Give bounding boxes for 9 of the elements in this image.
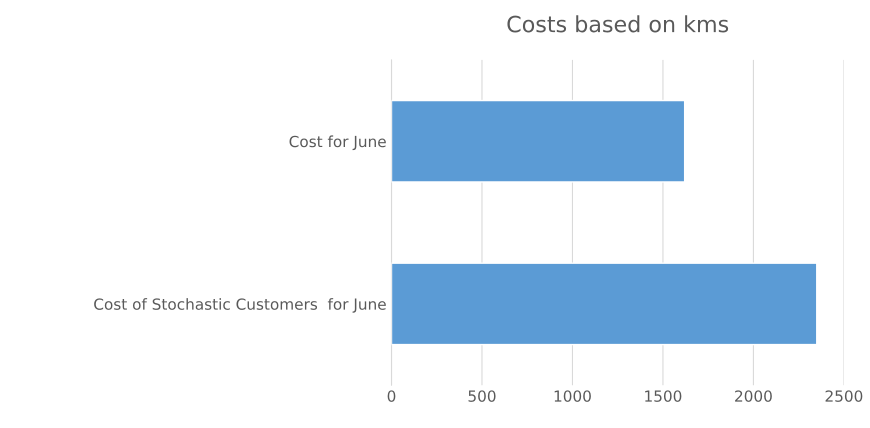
x-tick-label: 500 bbox=[468, 390, 496, 402]
chart-title: Costs based on kms bbox=[507, 15, 728, 32]
y-tick-label: Cost for June bbox=[290, 135, 386, 150]
x-tick-label: 2000 bbox=[735, 390, 772, 402]
x-tick-label: 2500 bbox=[826, 390, 862, 402]
y-tick-label: Cost of Stochastic Customers for June bbox=[94, 298, 386, 313]
x-tick-label: 1500 bbox=[645, 390, 682, 402]
x-tick-label: 1000 bbox=[554, 390, 591, 402]
x-tick-label: 0 bbox=[388, 390, 396, 402]
